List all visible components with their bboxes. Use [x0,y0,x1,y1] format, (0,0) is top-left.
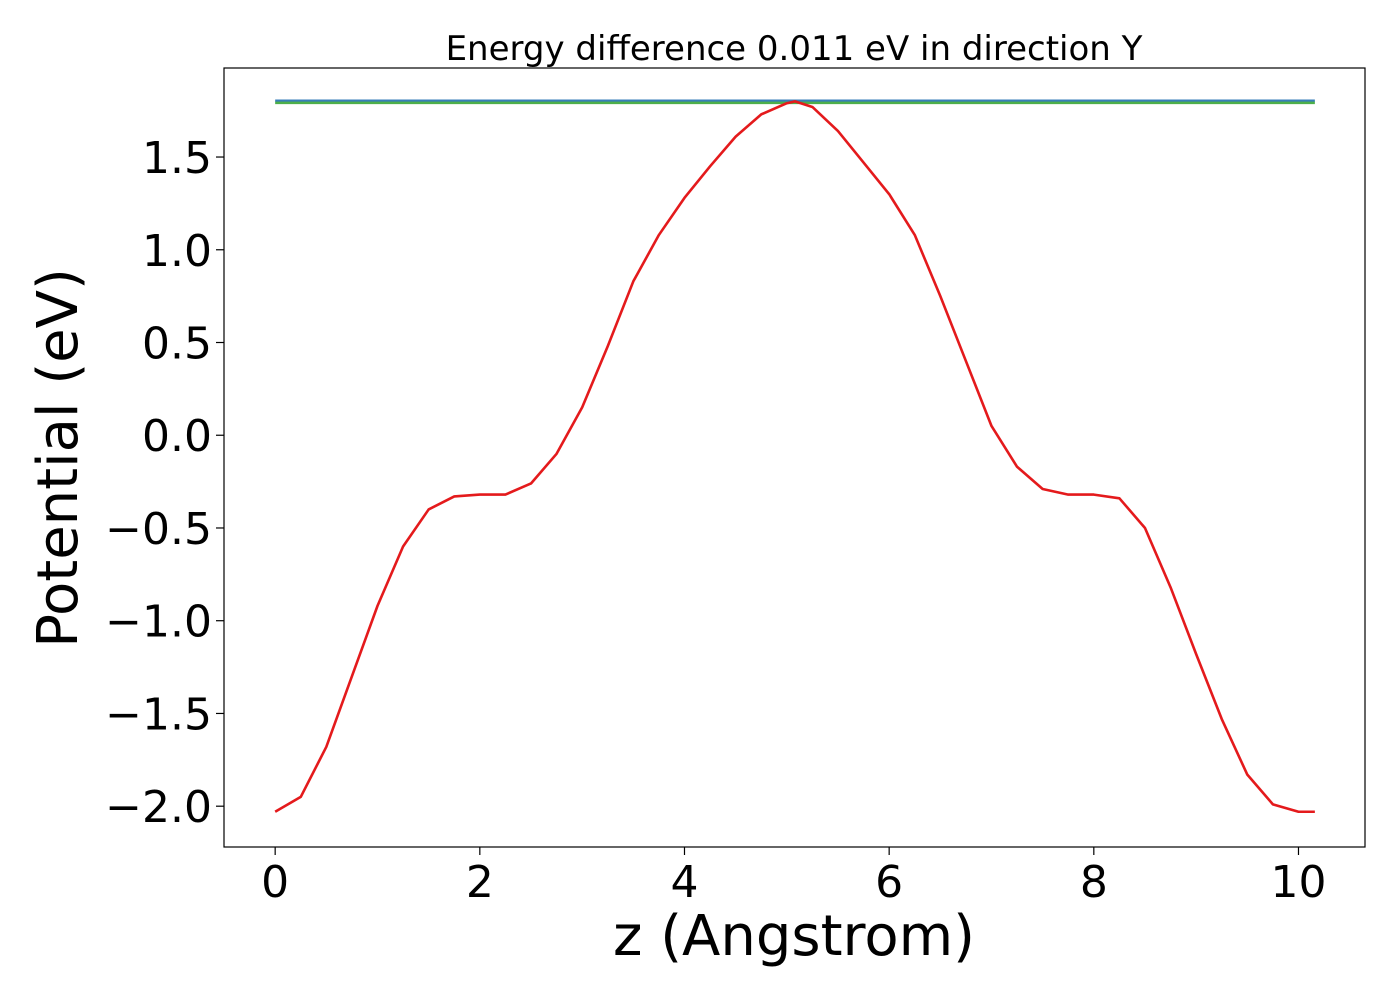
x-tick-label: 6 [875,857,903,908]
y-tick-label: −0.5 [105,504,212,555]
plot-frame [223,67,1366,848]
y-tick-label: −1.5 [105,689,212,740]
y-tick-label: −2.0 [105,782,212,833]
x-tick-label: 4 [670,857,698,908]
plot-area [274,99,1315,814]
x-tick-label: 0 [261,857,289,908]
x-tick-label: 8 [1080,857,1108,908]
chart-title: Energy difference 0.011 eV in direction … [446,29,1143,69]
y-tick-label: 0.5 [142,319,212,370]
y-axis-label: Potential (eV) [26,268,91,648]
x-axis-label: z (Angstrom) [613,904,975,969]
x-tick-label: 10 [1270,857,1326,908]
y-tick-label: −1.0 [105,597,212,648]
y-tick-label: 1.0 [142,226,212,277]
y-tick-label: 0.0 [142,411,212,462]
axes-ticks: 0 2 4 6 8 10 −2.0 −1.5 −1.0 −0.5 0.0 0.5 1.0 1.5 [105,133,1326,908]
x-tick-label: 2 [466,857,494,908]
series-line-1 [274,100,1315,814]
y-tick-label: 1.5 [142,133,212,184]
